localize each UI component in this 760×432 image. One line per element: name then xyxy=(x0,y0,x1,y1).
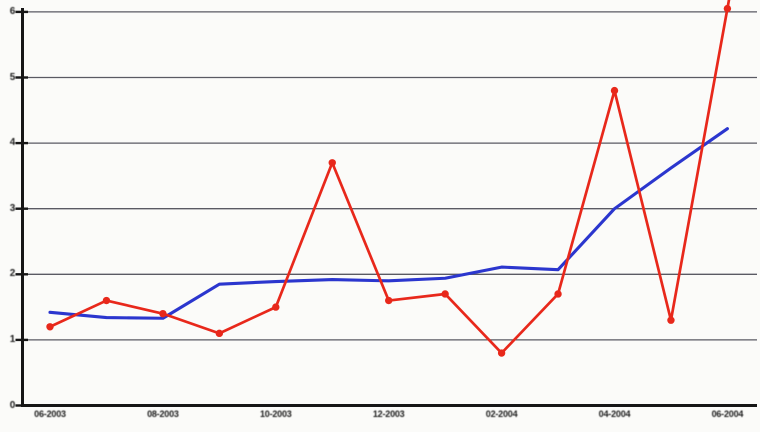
x-axis-tick-label: 06-2003 xyxy=(34,409,66,419)
monthly-values-red-data-point xyxy=(610,86,619,95)
x-axis-tick-label: 02-2004 xyxy=(485,409,518,419)
monthly-values-red-data-point xyxy=(723,4,732,13)
monthly-values-red-data-point xyxy=(159,309,167,318)
monthly-values-red-data-point xyxy=(497,349,506,357)
x-axis-tick-label: 04-2004 xyxy=(598,409,631,419)
monthly-values-red-data-point xyxy=(385,296,393,305)
y-axis-tick-label: 2 xyxy=(9,268,16,280)
monthly-values-red-data-point xyxy=(667,316,675,324)
y-axis-tick-label: 5 xyxy=(9,71,16,83)
monthly-values-red-data-point xyxy=(441,290,449,298)
y-axis-tick-label: 6 xyxy=(9,5,16,17)
x-axis-tick-label: 08-2003 xyxy=(147,409,179,419)
y-axis-tick-label: 1 xyxy=(9,333,16,345)
y-axis-tick-label: 4 xyxy=(9,137,16,149)
monthly-values-red-data-point xyxy=(46,323,54,331)
monthly-values-red-data-point xyxy=(328,159,336,167)
x-axis-tick-label: 10-2003 xyxy=(259,409,292,419)
x-axis-tick-label: 06-2004 xyxy=(711,409,744,419)
monthly-values-red-data-point xyxy=(272,303,280,311)
monthly-values-red-line xyxy=(48,0,731,355)
monthly-values-red-data-point xyxy=(554,290,562,298)
y-axis-tick-label: 3 xyxy=(9,202,16,214)
monthly-values-red-data-point xyxy=(102,296,111,305)
monthly-values-red-data-point xyxy=(215,329,224,338)
x-axis-tick-label: 12-2003 xyxy=(372,409,405,419)
y-axis-tick-label: 0 xyxy=(9,399,16,411)
trend-blue-line xyxy=(48,127,729,320)
